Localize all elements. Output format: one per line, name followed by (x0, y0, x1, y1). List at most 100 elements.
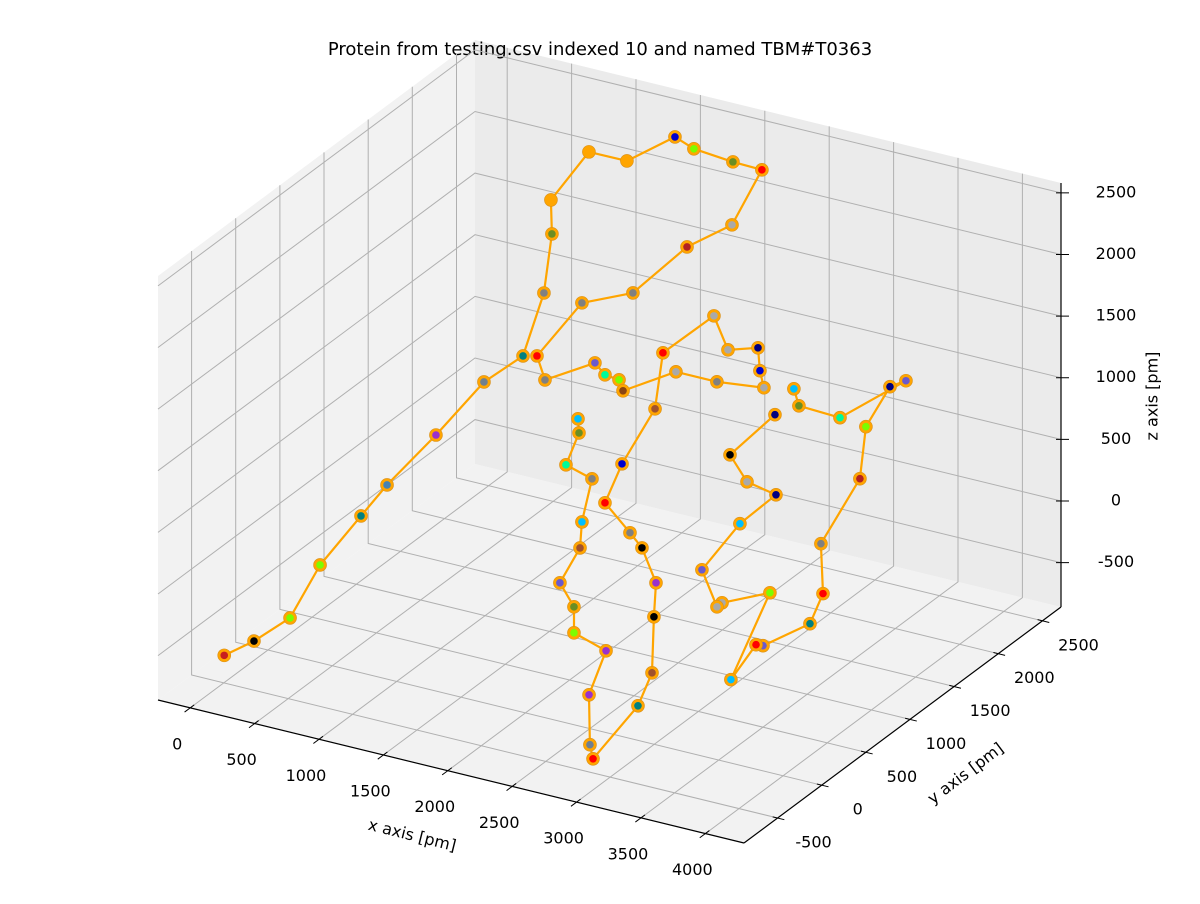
atom-dot (548, 230, 556, 238)
atom-dot (862, 422, 870, 431)
atom-dot (570, 603, 578, 611)
atom-dot (601, 371, 609, 379)
grid-line (157, 419, 1062, 657)
atom-dot (574, 415, 582, 423)
z-tick-label: 2500 (1096, 182, 1137, 201)
atom-dot (683, 243, 691, 251)
y-tick-label: 2500 (1058, 635, 1099, 654)
x-tick (248, 720, 259, 729)
grid-line (279, 185, 867, 753)
atom-dot (591, 359, 599, 367)
y-tick-label: 500 (887, 767, 918, 786)
atom-dot (713, 603, 721, 611)
atom-dot (588, 475, 596, 483)
atom-dot (615, 376, 623, 384)
y-tick (1037, 619, 1050, 623)
atom-dot (286, 614, 294, 622)
grid-line (157, 110, 1062, 348)
atom-dot (902, 376, 910, 385)
x-tick (635, 814, 646, 823)
y-tick (816, 783, 829, 788)
atom-dot (533, 352, 541, 360)
atom-dot (819, 589, 827, 598)
atom-dot (601, 499, 609, 507)
atom-dot (727, 675, 735, 684)
x-tick (441, 767, 453, 776)
y-tick (860, 750, 873, 755)
x-tick-label: 1500 (350, 782, 391, 801)
atom-dot (817, 539, 825, 548)
atom-dot (672, 367, 680, 376)
atom-dot (586, 740, 594, 749)
grid-line (705, 173, 1023, 835)
grid-line (235, 218, 822, 786)
atom-dot (772, 490, 780, 499)
atom-dot (698, 565, 706, 574)
grid-line (157, 357, 1062, 595)
atom-dot (556, 579, 564, 587)
atom-dot (766, 588, 774, 597)
grid-line (456, 53, 1043, 622)
grid-line (640, 157, 959, 819)
grid-line (189, 47, 508, 709)
atom-dot (638, 544, 646, 552)
atom-dot (710, 312, 718, 320)
atom-dot (480, 378, 488, 386)
z-axis-label: z axis [pm] (1143, 352, 1162, 441)
atom-dot (652, 579, 660, 587)
chart-title: Protein from testing.csv indexed 10 and … (328, 39, 872, 60)
atom-dot (648, 669, 656, 677)
y-tick (772, 816, 785, 821)
atom-dot (575, 429, 583, 437)
atom-dot (578, 299, 586, 307)
x-tick (377, 751, 388, 760)
atom-dot (383, 481, 391, 489)
x-tick-label: 3500 (608, 844, 649, 863)
y-tick (993, 652, 1006, 656)
atom-dot (754, 344, 762, 352)
atom-dot (736, 519, 744, 528)
atom-dot (547, 196, 555, 204)
y-tick-label: -500 (795, 833, 831, 852)
atom-dot (771, 410, 779, 419)
x-tick-label: 2500 (479, 813, 520, 832)
atom-dot (724, 346, 732, 354)
grid-line (576, 142, 895, 803)
atom-dot (432, 431, 440, 439)
atom-dot (578, 518, 586, 526)
atom-dot (570, 629, 578, 637)
y-axis-line (743, 606, 1062, 844)
atom-dot (856, 474, 864, 483)
atom-dot (634, 701, 642, 710)
x-tick-label: 2000 (414, 797, 455, 816)
atom-dot (519, 352, 527, 360)
atom-dot (743, 477, 751, 486)
atom-dot (541, 376, 549, 384)
atom-dot (836, 413, 844, 422)
atom-dot (760, 383, 768, 392)
grid-line (411, 86, 999, 655)
atom-dot (589, 754, 597, 763)
atom-dot (713, 377, 721, 386)
atom-dot (690, 144, 698, 153)
atom-dot (651, 405, 659, 413)
y-tick-label: 1500 (970, 701, 1011, 720)
atom-dot (729, 158, 737, 166)
grid-line (254, 63, 573, 725)
x-tick (506, 783, 517, 792)
x-tick (570, 798, 581, 807)
x-tick-label: 4000 (672, 860, 713, 879)
z-tick-label: 500 (1101, 429, 1132, 448)
x-tick-label: 3000 (543, 829, 584, 848)
grid-line (157, 49, 1062, 287)
y-tick-label: 2000 (1014, 668, 1055, 687)
atom-dot (623, 157, 631, 165)
atom-dot (756, 366, 764, 375)
atom-dot (585, 691, 593, 699)
grid-line (447, 110, 766, 772)
y-tick (905, 717, 917, 722)
atom-dot (790, 384, 798, 393)
atom-dot (576, 544, 584, 552)
z-tick-label: 0 (1111, 491, 1121, 510)
